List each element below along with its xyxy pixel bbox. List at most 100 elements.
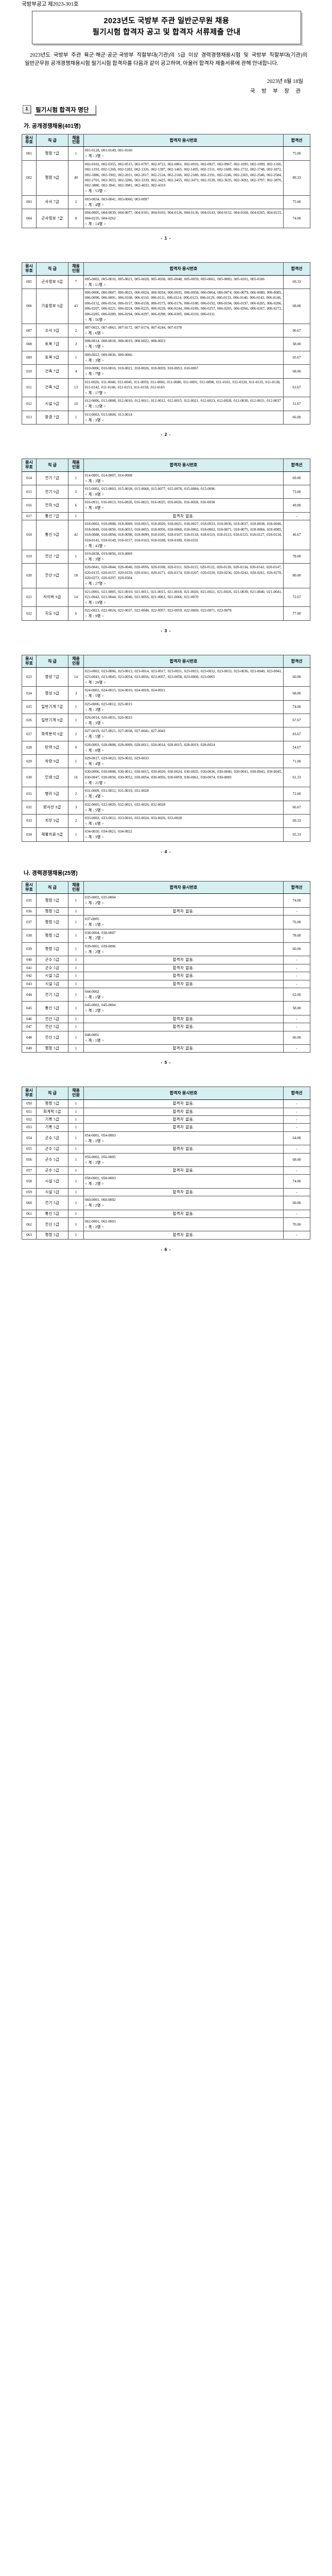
table-row: 034 재활치료 9급 1 034-0020, 034-0021, 034-0022 <… xyxy=(22,827,310,842)
cell-hire-count: 1 xyxy=(68,549,84,564)
passer-total-label: < 계 : 3명 > xyxy=(85,418,104,422)
cell-position: 군수 5급 xyxy=(36,963,68,973)
cell-exam-code: 014 xyxy=(22,471,37,486)
cell-cutline: 74.00 xyxy=(283,893,310,908)
table-row: 054 군수 5급 1 054-0001, 054-0003 < 계 : 2명 >64.… xyxy=(22,1131,310,1146)
table-row: 019 전산 7급 1 019-0038, 019-0056, 019-0069 < 계… xyxy=(22,549,310,564)
cell-cutline: - xyxy=(283,1209,310,1218)
no-passer-label: 합격자 없음. xyxy=(172,1046,195,1051)
table-row: 042 시설 5급 1 합격자 없음. - xyxy=(22,972,310,980)
page-number: - 4 - xyxy=(161,849,171,854)
notice-number: 국방부공고 제2023-301호 xyxy=(22,2,79,7)
col-hire-count: 채용 인원 xyxy=(68,133,84,147)
col-hire-count: 채용 인원 xyxy=(68,459,84,472)
col-hire-count: 채용 인원 xyxy=(68,654,84,668)
passer-number-list: 013-0003, 013-0004, 013-0014 xyxy=(85,412,132,417)
cell-exam-code: 030 xyxy=(22,768,37,788)
cell-exam-code: 058 xyxy=(22,1174,37,1189)
cell-position: 군수 5급 xyxy=(36,1153,68,1167)
table-row: 012 시설 9급 10 012-0006, 012-0008, 012-0010, … xyxy=(22,397,310,411)
passer-number-list: 007-0023, 007-0063, 007-0172, 007-0174, … xyxy=(85,326,182,330)
passer-total-label: < 계 : 53명 > xyxy=(85,189,107,194)
no-passer-label: 합격자 없음. xyxy=(172,1117,195,1122)
passer-number-list: 015-0002, 015-0003, 015-0038, 015-0068, … xyxy=(85,487,215,492)
cell-passer-numbers: 009-0022, 009-0036, 009-0066 < 계 : 3명 > xyxy=(83,350,284,365)
passer-total-label: < 계 : 7명 > xyxy=(85,372,104,377)
page-number: - 2 - xyxy=(161,432,171,437)
cell-cutline: 65.33 xyxy=(283,827,310,842)
cell-position: 토목 7급 xyxy=(36,337,68,351)
cell-position: 차량 9급 xyxy=(36,754,68,769)
section-number-badge: 1 xyxy=(23,105,31,113)
passer-number-list: 006-0006, 006-0007, 006-0023, 006-0024, … xyxy=(85,290,282,316)
passer-total-label: < 계 : 1명 > xyxy=(85,995,104,999)
cell-position: 기록 5급 xyxy=(36,1123,68,1132)
cell-cutline: - xyxy=(283,1231,310,1240)
cell-hire-count: 14 xyxy=(68,587,84,607)
cell-position: 일반기계 9급 xyxy=(36,713,68,728)
page-6: 응시 부호 직 급 채용 인원 합격자 응시번호 합격선 050 행정 5급 1 합격… xyxy=(0,1065,332,1252)
cell-passer-numbers: 026-0014, 026-0031, 026-0033 < 계 : 3명 > xyxy=(83,713,284,728)
cell-passer-numbers: 014-0001, 014-0007, 014-0008 < 계 : 3명 > xyxy=(83,471,284,486)
cell-hire-count: 1 xyxy=(68,700,84,714)
cell-cutline: 75.00 xyxy=(283,195,310,210)
cell-position: 전기 9급 xyxy=(36,485,68,499)
cell-cutline: - xyxy=(283,1166,310,1175)
results-table-page-5: 응시 부호 직 급 채용 인원 합격자 응시번호 합격선 035 행정 5급 1 03… xyxy=(22,880,310,1053)
cell-exam-code: 055 xyxy=(22,1145,37,1154)
page-3: 응시 부호 직 급 채용 인원 합격자 응시번호 합격선 014 전기 7급 1 01… xyxy=(0,437,332,633)
cell-cutline: 58.00 xyxy=(283,1001,310,1015)
cell-exam-code: 043 xyxy=(22,979,37,989)
cell-cutline: 65.67 xyxy=(283,350,310,365)
cell-position: 기록 5급 xyxy=(36,1115,68,1124)
cell-cutline: 74.00 xyxy=(283,1174,310,1189)
passer-number-list: 012-0006, 012-0008, 012-0010, 012-0011, … xyxy=(85,399,281,403)
cell-exam-code: 049 xyxy=(22,1044,37,1053)
table-row: 006 기술정보 9급 43 006-0006, 006-0007, 006-0023… xyxy=(22,288,310,325)
no-passer-label: 합격자 없음. xyxy=(172,1109,195,1114)
col-passer-numbers: 합격자 응시번호 xyxy=(83,654,284,668)
cell-position: 시설 9급 xyxy=(36,397,68,411)
table-row: 045 통신 5급 1 045-0002, 045-0004 < 계 : 2명 >58.… xyxy=(22,1001,310,1015)
cell-position: 사서 7급 xyxy=(36,195,68,210)
cell-cutline: 83.67 xyxy=(283,727,310,741)
passer-number-list: 004-0005, 004-0039, 004-0077, 004-0101, … xyxy=(85,211,282,221)
passer-total-label: < 계 : 2명 > xyxy=(85,950,104,954)
cell-cutline: - xyxy=(283,972,310,980)
cell-hire-count: 1 xyxy=(68,1030,84,1045)
cell-hire-count: 1 xyxy=(68,1044,84,1053)
cell-passer-numbers: 028-0003, 028-0008, 028-0009, 028-0011, … xyxy=(83,740,284,755)
intro-paragraph: 2023년도 국방부 주관 육군·해군·공군·국방부 직할부대(기관)의 5급 … xyxy=(25,52,307,67)
table-row: 002 행정 9급 40 002-0102, 002-0355, 002-0515, … xyxy=(22,160,310,196)
table-row: 030 인쇄 9급 16 030-0006, 030-0008, 030-0012, … xyxy=(22,768,310,788)
cell-cutline: - xyxy=(283,1107,310,1116)
cell-passer-numbers: 022-0023, 022-0024, 022-0037, 022-0048, … xyxy=(83,606,284,621)
cell-exam-code: 044 xyxy=(22,988,37,1002)
cell-passer-numbers: 합격자 없음. xyxy=(83,963,284,973)
cell-hire-count: 1 xyxy=(68,1196,84,1210)
col-passer-numbers: 합격자 응시번호 xyxy=(83,133,284,147)
cell-hire-count: 2 xyxy=(68,324,84,338)
table-header-row: 응시 부호 직 급 채용 인원 합격자 응시번호 합격선 xyxy=(22,459,310,472)
cell-cutline: 69.00 xyxy=(283,471,310,486)
cell-position: 통신 5급 xyxy=(36,1001,68,1015)
table-row: 051 회계학 5급 1 합격자 없음. - xyxy=(22,1107,310,1116)
table-row: 025 일반기계 7급 1 025-0006, 025-0012, 025-0015 <… xyxy=(22,700,310,714)
cell-hire-count: 1 xyxy=(68,1131,84,1146)
page-title-line-1: 2023년도 국방부 주관 일반군무원 채용 xyxy=(103,17,230,25)
cell-exam-code: 054 xyxy=(22,1131,37,1146)
document-title-box: 2023년도 국방부 주관 일반군무원 채용 필기시험 합격자 공고 및 합격자… xyxy=(32,11,301,44)
cell-passer-numbers: 038-0004, 038-0007 < 계 : 2명 > xyxy=(83,928,284,943)
page-number: - 1 - xyxy=(161,235,171,241)
cell-hire-count: 2 xyxy=(68,787,84,801)
cell-hire-count: 1 xyxy=(68,928,84,943)
cell-cutline: 72.00 xyxy=(283,787,310,801)
passer-total-label: < 계 : 2명 > xyxy=(85,901,104,906)
col-hire-count: 채용 인원 xyxy=(68,880,84,894)
passer-number-list: 060-0001, 060-0002 xyxy=(85,1198,116,1202)
table-header-row: 응시 부호 직 급 채용 인원 합격자 응시번호 합격선 xyxy=(22,262,310,276)
table-row: 032 방사선 9급 3 032-0005, 032-0020, 032-0021, … xyxy=(22,800,310,815)
cell-exam-code: 011 xyxy=(22,378,37,398)
cell-hire-count: 18 xyxy=(68,563,84,588)
no-passer-label: 합격자 없음. xyxy=(172,1101,195,1106)
